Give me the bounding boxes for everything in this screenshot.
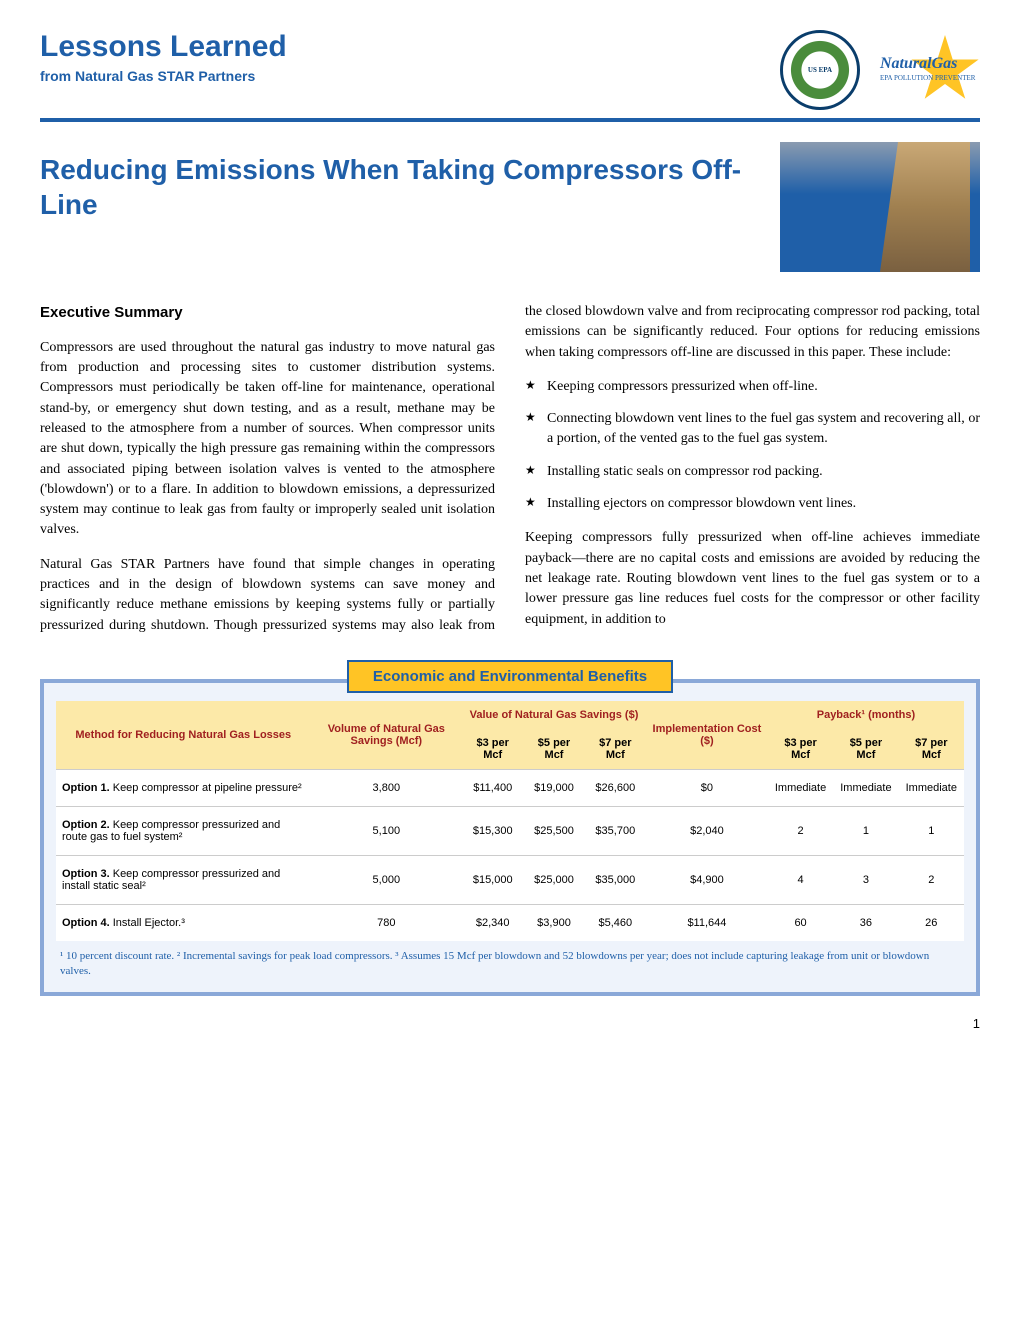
header-left: Lessons Learned from Natural Gas STAR Pa… [40, 30, 780, 84]
epa-logo-text: US EPA [808, 66, 832, 74]
list-item: Installing static seals on compressor ro… [525, 462, 980, 482]
cell-pb7: 2 [899, 855, 964, 904]
cell-pb7: 26 [899, 904, 964, 941]
cell-pb5: 36 [833, 904, 898, 941]
cell-v3: $15,300 [462, 806, 523, 855]
col-v3: $3 per Mcf [462, 729, 523, 770]
cell-v3: $2,340 [462, 904, 523, 941]
cell-volume: 780 [311, 904, 463, 941]
col-method: Method for Reducing Natural Gas Losses [56, 701, 311, 770]
table-body: Option 1. Keep compressor at pipeline pr… [56, 769, 964, 941]
cell-pb3: 4 [768, 855, 833, 904]
body-paragraph-3: Keeping compressors fully pressurized wh… [525, 528, 980, 629]
cell-v7: $35,700 [585, 806, 646, 855]
star-label: NaturalGas [880, 55, 957, 73]
naturalgas-star-logo-icon: NaturalGas EPA POLLUTION PREVENTER [880, 30, 980, 110]
cell-cost: $4,900 [646, 855, 768, 904]
col-impl: Implementation Cost ($) [646, 701, 768, 770]
cell-v3: $11,400 [462, 769, 523, 806]
cell-v5: $3,900 [523, 904, 584, 941]
list-item: Keeping compressors pressurized when off… [525, 377, 980, 397]
cell-pb5: 1 [833, 806, 898, 855]
table-header: Method for Reducing Natural Gas Losses V… [56, 701, 964, 770]
list-item: Installing ejectors on compressor blowdo… [525, 494, 980, 514]
col-pb5: $5 per Mcf [833, 729, 898, 770]
banner-photo-icon [780, 142, 980, 272]
cell-cost: $2,040 [646, 806, 768, 855]
cell-method: Option 3. Keep compressor pressurized an… [56, 855, 311, 904]
cell-v5: $25,500 [523, 806, 584, 855]
header: Lessons Learned from Natural Gas STAR Pa… [40, 30, 980, 110]
title-text-wrap: Reducing Emissions When Taking Compresso… [40, 142, 780, 272]
cell-pb7: 1 [899, 806, 964, 855]
col-volume: Volume of Natural Gas Savings (Mcf) [311, 701, 463, 770]
cell-v7: $35,000 [585, 855, 646, 904]
table-row: Option 3. Keep compressor pressurized an… [56, 855, 964, 904]
lessons-subheading: from Natural Gas STAR Partners [40, 68, 780, 84]
list-item: Connecting blowdown vent lines to the fu… [525, 409, 980, 450]
options-bullet-list: Keeping compressors pressurized when off… [525, 377, 980, 514]
col-pb3: $3 per Mcf [768, 729, 833, 770]
body-paragraph-1: Compressors are used throughout the natu… [40, 338, 495, 541]
cell-v5: $19,000 [523, 769, 584, 806]
table-footnote: ¹ 10 percent discount rate. ² Incrementa… [56, 941, 964, 982]
table-row: Option 4. Install Ejector.³780$2,340$3,9… [56, 904, 964, 941]
star-sublabel: EPA POLLUTION PREVENTER [880, 74, 975, 82]
cell-method: Option 4. Install Ejector.³ [56, 904, 311, 941]
cell-cost: $11,644 [646, 904, 768, 941]
col-payback: Payback¹ (months) [768, 701, 964, 729]
benefits-box: Method for Reducing Natural Gas Losses V… [40, 679, 980, 996]
cell-pb5: Immediate [833, 769, 898, 806]
page-number: 1 [40, 1016, 980, 1031]
benefits-table: Method for Reducing Natural Gas Losses V… [56, 701, 964, 941]
cell-volume: 3,800 [311, 769, 463, 806]
epa-logo-icon: US EPA [780, 30, 860, 110]
executive-summary-heading: Executive Summary [40, 302, 495, 324]
cell-pb3: 2 [768, 806, 833, 855]
lessons-heading: Lessons Learned [40, 30, 780, 64]
title-banner: Reducing Emissions When Taking Compresso… [40, 142, 980, 272]
cell-pb7: Immediate [899, 769, 964, 806]
logos: US EPA NaturalGas EPA POLLUTION PREVENTE… [780, 30, 980, 110]
cell-v7: $5,460 [585, 904, 646, 941]
cell-pb3: 60 [768, 904, 833, 941]
cell-cost: $0 [646, 769, 768, 806]
benefits-title: Economic and Environmental Benefits [347, 660, 673, 693]
cell-method: Option 1. Keep compressor at pipeline pr… [56, 769, 311, 806]
col-v7: $7 per Mcf [585, 729, 646, 770]
col-value: Value of Natural Gas Savings ($) [462, 701, 646, 729]
cell-volume: 5,100 [311, 806, 463, 855]
table-row: Option 1. Keep compressor at pipeline pr… [56, 769, 964, 806]
cell-volume: 5,000 [311, 855, 463, 904]
col-pb7: $7 per Mcf [899, 729, 964, 770]
cell-v7: $26,600 [585, 769, 646, 806]
cell-pb5: 3 [833, 855, 898, 904]
cell-method: Option 2. Keep compressor pressurized an… [56, 806, 311, 855]
cell-v3: $15,000 [462, 855, 523, 904]
document-title: Reducing Emissions When Taking Compresso… [40, 152, 780, 222]
benefits-title-wrap: Economic and Environmental Benefits [40, 660, 980, 693]
cell-pb3: Immediate [768, 769, 833, 806]
col-v5: $5 per Mcf [523, 729, 584, 770]
body-columns: Executive Summary Compressors are used t… [40, 302, 980, 640]
cell-v5: $25,000 [523, 855, 584, 904]
table-row: Option 2. Keep compressor pressurized an… [56, 806, 964, 855]
header-divider [40, 118, 980, 122]
